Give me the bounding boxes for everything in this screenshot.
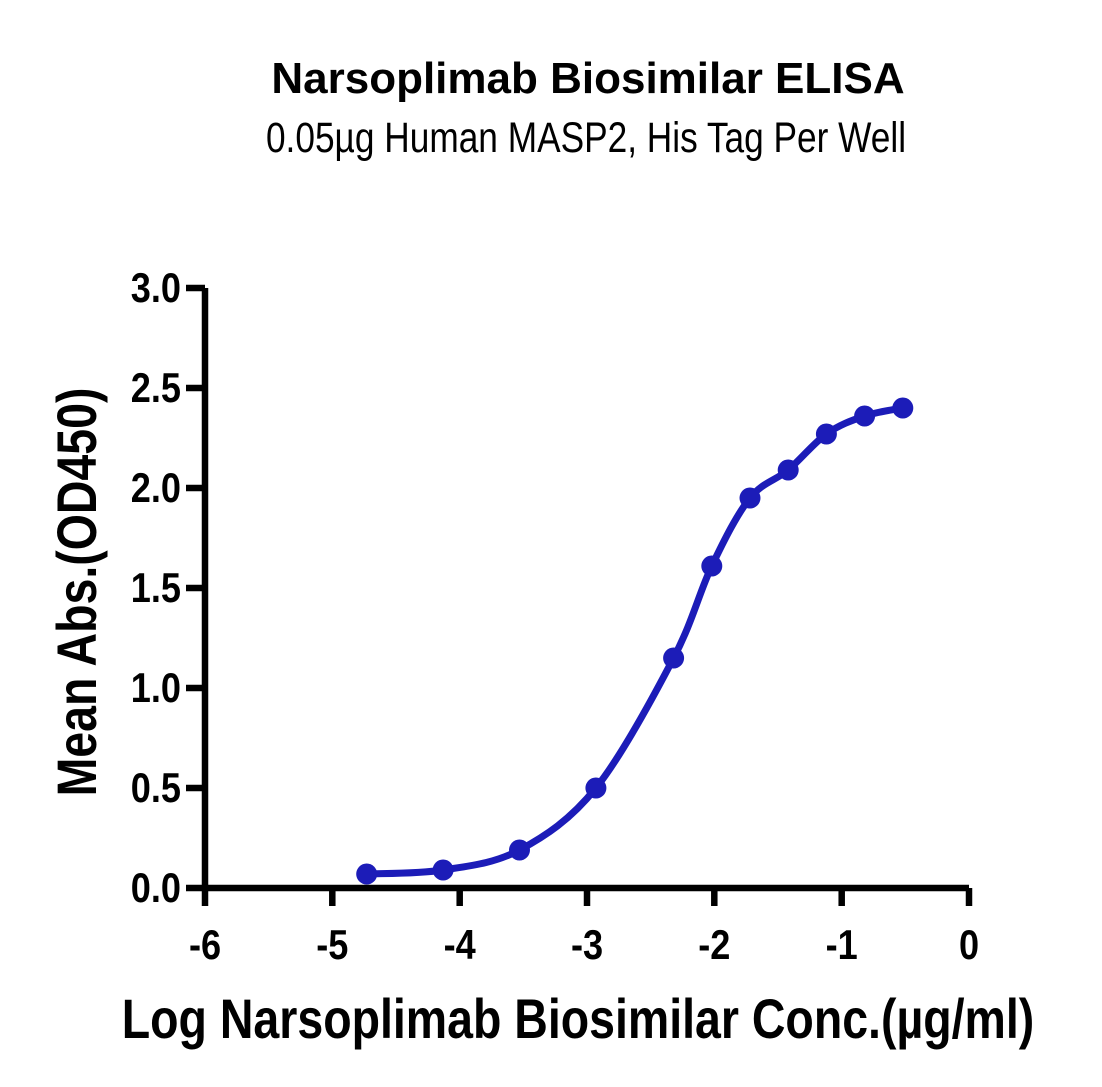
data-point [509, 839, 530, 861]
x-tick-label: -5 [316, 923, 348, 969]
y-tick-label: 2.5 [131, 366, 181, 412]
x-tick-label: -6 [189, 923, 221, 969]
data-point [432, 859, 454, 881]
fit-curve [363, 404, 907, 878]
chart-title: Narsoplimab Biosimilar ELISA [271, 54, 904, 103]
y-tick-label: 0.5 [131, 766, 181, 812]
y-tick-label: 1.0 [131, 666, 181, 712]
data-series [356, 397, 914, 885]
tick-marks [186, 284, 973, 906]
x-tick-label: -2 [698, 923, 730, 969]
y-axis-title: Mean Abs.(OD450) [45, 388, 108, 797]
x-tick-labels: -6 -5 -4 -3 -2 -1 0 [189, 923, 979, 969]
data-point [739, 487, 761, 509]
data-point [854, 405, 876, 427]
y-tick-label: 3.0 [131, 266, 181, 312]
x-tick-label: 0 [959, 923, 979, 969]
data-point [777, 459, 799, 481]
data-point [892, 397, 914, 419]
chart-subtitle: 0.05µg Human MASP2, His Tag Per Well [266, 114, 906, 162]
data-point [585, 777, 607, 799]
data-point [663, 647, 685, 669]
x-axis-title: Log Narsoplimab Biosimilar Conc.(µg/ml) [122, 987, 1034, 1050]
data-point [701, 555, 723, 577]
y-tick-label: 1.5 [131, 566, 181, 612]
y-tick-label: 0.0 [131, 866, 181, 912]
data-point [815, 423, 837, 445]
x-tick-label: -4 [444, 923, 476, 969]
x-tick-label: -3 [571, 923, 603, 969]
y-tick-labels: 3.0 2.5 2.0 1.5 1.0 0.5 0.0 [131, 266, 181, 912]
data-point [356, 863, 378, 885]
x-tick-label: -1 [826, 923, 858, 969]
y-tick-label: 2.0 [131, 466, 181, 512]
